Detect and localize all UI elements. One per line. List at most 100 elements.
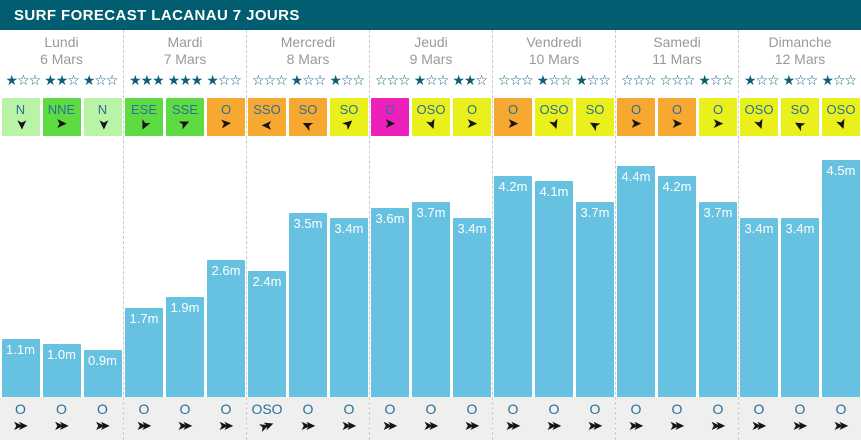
star-rating-icon: ★★☆	[44, 73, 80, 89]
wind-direction-label: O	[630, 102, 642, 117]
wind-direction-label: SSO	[253, 102, 281, 117]
wind-direction-label: O	[384, 102, 396, 117]
star-rating-icon: ★☆☆	[744, 73, 780, 89]
wind-direction-row: O ➤ O ➤ O ➤	[616, 92, 738, 142]
day-column-vendredi: Vendredi 10 Mars ☆☆☆ ★☆☆ ★☆☆ O ➤ OSO ➤ SO ➤ 4.2m 4.1…	[492, 30, 615, 440]
swell-direction-label: O	[56, 401, 67, 417]
star-rating-icon: ★☆☆	[821, 73, 857, 89]
swell-direction-cell: O ➤➤	[125, 401, 163, 440]
day-name: Jeudi	[414, 34, 448, 50]
wave-height-bar: 2.4m	[248, 271, 286, 397]
wave-height-label: 3.7m	[703, 205, 733, 220]
swell-arrow-icon: ➤➤	[94, 419, 111, 434]
wind-direction-label: OSO	[744, 102, 774, 117]
wave-height-label: 1.1m	[6, 342, 35, 357]
wind-direction-label: SO	[298, 102, 318, 117]
day-date: 10 Mars	[528, 51, 580, 67]
swell-arrow-icon: ➤➤	[218, 419, 234, 434]
swell-arrow-icon: ➤➤	[464, 419, 480, 434]
star-rating-icon: ★☆☆	[82, 73, 119, 89]
swell-direction-label: O	[220, 401, 232, 417]
wave-height-bar: 0.9m	[83, 350, 122, 397]
wind-direction-label: O	[220, 102, 232, 117]
wind-direction-row: O ➤ OSO ➤ SO ➤	[493, 92, 615, 142]
star-rating-icon: ☆☆☆	[498, 73, 534, 89]
day-date: 7 Mars	[163, 51, 207, 67]
wind-direction-cell: O ➤	[453, 98, 491, 136]
wind-direction-label: OSO	[826, 102, 856, 117]
day-name: Lundi	[44, 34, 79, 50]
day-date: 11 Mars	[652, 51, 702, 67]
wave-height-bar: 3.7m	[576, 202, 614, 397]
wave-height-bar: 1.1m	[1, 339, 40, 397]
wind-direction-cell: O ➤	[617, 98, 655, 136]
wave-height-label: 1.9m	[170, 300, 200, 315]
wave-height-bar: 1.0m	[42, 344, 81, 397]
wave-height-label: 3.4m	[457, 221, 487, 236]
swell-direction-label: O	[794, 401, 806, 417]
wind-direction-label: SO	[339, 102, 359, 117]
swell-direction-label: O	[671, 401, 683, 417]
wave-height-label: 3.7m	[416, 205, 446, 220]
wind-arrow-icon: ➤	[12, 118, 29, 131]
day-header: Samedi 11 Mars	[616, 30, 738, 70]
day-header: Lundi 6 Mars	[0, 30, 123, 70]
wind-direction-label: N	[15, 102, 26, 117]
wave-height-bar: 4.1m	[535, 181, 573, 397]
star-rating-icon: ★☆☆	[575, 73, 611, 89]
wave-height-bar: 1.9m	[166, 297, 204, 397]
swell-direction-cell: OSO ➤➤	[248, 401, 286, 440]
wind-direction-cell: SO ➤	[289, 98, 327, 136]
wave-height-label: 3.5m	[293, 216, 323, 231]
day-column-mercredi: Mercredi 8 Mars ☆☆☆ ★☆☆ ★☆☆ SSO ➤ SO ➤ SO ➤ 2.4m 3.5…	[246, 30, 369, 440]
wave-height-bar: 3.4m	[781, 218, 819, 397]
swell-arrow-icon: ➤➤	[136, 419, 152, 434]
day-header: Dimanche 12 Mars	[739, 30, 861, 70]
swell-direction-label: O	[712, 401, 724, 417]
swell-direction-cell: O ➤➤	[699, 401, 737, 440]
wave-height-label: 1.0m	[47, 347, 76, 362]
swell-arrow-icon: ➤➤	[792, 419, 808, 434]
day-column-mardi: Mardi 7 Mars ★★★ ★★★ ★☆☆ ESE ➤ SSE ➤ O ➤ 1.7m 1.9m 2.…	[123, 30, 246, 440]
swell-arrow-icon: ➤➤	[833, 419, 849, 434]
wave-height-label: 4.2m	[662, 179, 692, 194]
wind-direction-cell: O ➤	[494, 98, 532, 136]
wave-height-label: 3.6m	[375, 211, 405, 226]
day-header: Jeudi 9 Mars	[370, 30, 492, 70]
swell-direction-row: O ➤➤ O ➤➤ O ➤➤	[124, 397, 246, 440]
swell-arrow-icon: ➤➤	[628, 419, 644, 434]
wave-height-bar: 1.7m	[125, 308, 163, 397]
swell-direction-label: O	[548, 401, 560, 417]
wave-height-chart: 3.4m 3.4m 4.5m	[739, 142, 861, 397]
title-bar: SURF FORECAST LACANAU 7 JOURS	[0, 0, 861, 30]
star-rating-icon: ★☆☆	[536, 73, 573, 89]
star-rating-icon: ★☆☆	[206, 73, 242, 89]
star-rating-icon: ★☆☆	[5, 73, 42, 89]
wave-height-label: 3.4m	[744, 221, 774, 236]
day-column-dimanche: Dimanche 12 Mars ★☆☆ ★☆☆ ★☆☆ OSO ➤ SO ➤ OSO ➤ 3.4m 3…	[738, 30, 861, 440]
star-rating-row: ☆☆☆ ☆☆☆ ★☆☆	[616, 70, 738, 92]
day-date: 8 Mars	[286, 51, 330, 67]
star-rating-icon: ★☆☆	[413, 73, 450, 89]
swell-direction-row: O ➤➤ O ➤➤ O ➤➤	[739, 397, 861, 440]
day-name: Dimanche	[768, 34, 832, 50]
swell-arrow-icon: ➤➤	[751, 419, 767, 434]
star-rating-row: ☆☆☆ ★☆☆ ★★☆	[370, 70, 492, 92]
day-date: 6 Mars	[40, 51, 83, 67]
wind-direction-row: SSO ➤ SO ➤ SO ➤	[247, 92, 369, 142]
swell-direction-label: O	[384, 401, 396, 417]
wave-height-chart: 4.2m 4.1m 3.7m	[493, 142, 615, 397]
wave-height-bar: 3.4m	[330, 218, 368, 397]
swell-direction-cell: O ➤➤	[330, 401, 368, 440]
swell-arrow-icon: ➤➤	[341, 419, 357, 434]
day-header: Mardi 7 Mars	[124, 30, 246, 70]
wind-direction-cell: SO ➤	[330, 98, 368, 136]
swell-direction-cell: O ➤➤	[576, 401, 614, 440]
wave-height-chart: 3.6m 3.7m 3.4m	[370, 142, 492, 397]
page-title: SURF FORECAST LACANAU 7 JOURS	[14, 6, 300, 24]
wave-height-chart: 1.1m 1.0m 0.9m	[0, 142, 123, 397]
star-rating-icon: ★☆☆	[290, 73, 327, 89]
swell-direction-cell: O ➤➤	[412, 401, 450, 440]
star-rating-row: ★☆☆ ★☆☆ ★☆☆	[739, 70, 861, 92]
swell-direction-cell: O ➤➤	[2, 401, 40, 440]
